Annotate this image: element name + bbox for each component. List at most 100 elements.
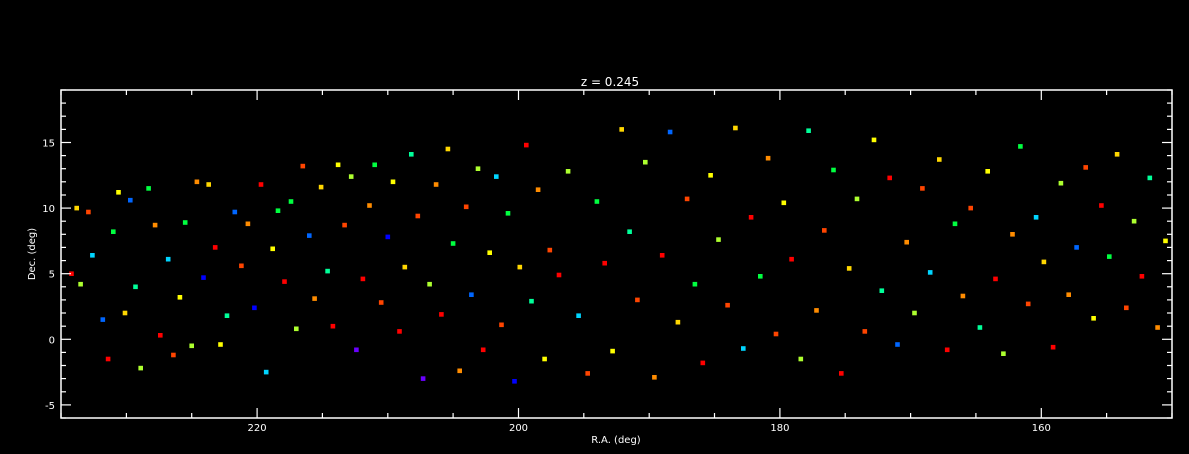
- data-point: [985, 169, 990, 174]
- data-point: [652, 375, 657, 380]
- data-point: [806, 128, 811, 133]
- data-point: [288, 199, 294, 204]
- data-point: [846, 266, 852, 271]
- data-point: [692, 281, 698, 287]
- data-point: [372, 162, 377, 168]
- data-point: [952, 221, 958, 227]
- data-point: [627, 229, 632, 234]
- data-point: [487, 250, 492, 255]
- data-point: [887, 175, 892, 181]
- data-point: [542, 356, 547, 362]
- data-point: [182, 220, 188, 225]
- data-point: [733, 125, 738, 131]
- data-point: [725, 302, 730, 308]
- y-tick-label: 0: [49, 335, 55, 346]
- data-point: [335, 162, 341, 168]
- data-point: [171, 352, 176, 358]
- data-point: [556, 272, 562, 278]
- data-point: [773, 331, 779, 337]
- data-point: [1131, 218, 1137, 224]
- data-point: [146, 186, 151, 191]
- data-point: [494, 174, 499, 179]
- data-point: [602, 260, 607, 266]
- data-point: [445, 146, 451, 152]
- data-point: [263, 369, 269, 375]
- data-point: [1163, 238, 1168, 244]
- y-tick-label: 10: [42, 204, 55, 215]
- data-point: [968, 205, 973, 211]
- data-point: [116, 190, 121, 195]
- data-point: [111, 229, 116, 234]
- data-point: [529, 298, 534, 304]
- data-point: [895, 342, 900, 347]
- points-layer: [69, 125, 1168, 384]
- data-point: [643, 159, 648, 165]
- data-point: [105, 356, 111, 362]
- data-point: [576, 313, 581, 318]
- data-point: [330, 323, 336, 329]
- data-point: [427, 281, 432, 287]
- data-point: [74, 205, 79, 211]
- data-point: [128, 197, 133, 203]
- data-point: [307, 233, 312, 238]
- data-point: [535, 187, 541, 192]
- data-point: [177, 295, 183, 300]
- data-point: [252, 305, 257, 311]
- x-tick-label: 220: [248, 423, 267, 434]
- data-point: [871, 137, 877, 143]
- data-point: [300, 163, 306, 169]
- data-point: [505, 211, 511, 216]
- data-point: [839, 371, 844, 376]
- data-point: [378, 300, 384, 305]
- data-point: [927, 270, 933, 275]
- data-point: [367, 203, 372, 208]
- data-point: [585, 371, 590, 376]
- data-point: [993, 276, 998, 282]
- y-axis-label: Dec. (deg): [27, 228, 38, 280]
- data-point: [1147, 175, 1153, 181]
- data-point: [667, 129, 673, 135]
- data-point: [635, 297, 640, 303]
- data-point: [463, 204, 469, 210]
- data-point: [360, 276, 366, 282]
- data-point: [409, 152, 414, 157]
- data-point: [920, 186, 925, 191]
- data-point: [610, 348, 615, 354]
- data-point: [282, 279, 287, 284]
- data-point: [232, 209, 238, 215]
- data-point: [822, 228, 827, 233]
- data-point: [258, 182, 264, 187]
- y-tick-label: -5: [45, 401, 55, 412]
- data-point: [619, 127, 624, 132]
- data-point: [499, 322, 504, 328]
- x-axis-label: R.A. (deg): [591, 435, 641, 446]
- data-point: [318, 184, 324, 190]
- data-point: [457, 368, 462, 374]
- data-point: [1091, 316, 1096, 321]
- data-point: [312, 296, 317, 301]
- data-point: [765, 155, 771, 161]
- data-point: [433, 182, 439, 187]
- data-point: [912, 310, 917, 316]
- data-point: [480, 347, 486, 353]
- data-point: [420, 376, 426, 381]
- data-point: [524, 142, 529, 148]
- y-tick-label: 15: [42, 139, 55, 150]
- data-point: [138, 365, 143, 371]
- data-point: [397, 329, 402, 334]
- data-point: [1041, 259, 1047, 265]
- data-point: [862, 329, 868, 334]
- data-point: [879, 288, 885, 293]
- data-point: [1155, 325, 1160, 330]
- data-point: [245, 221, 251, 227]
- data-point: [758, 274, 763, 279]
- data-point: [1010, 232, 1015, 237]
- data-point: [781, 200, 787, 206]
- data-point: [1114, 152, 1120, 157]
- data-point: [385, 234, 391, 240]
- data-point: [354, 347, 359, 353]
- data-point: [78, 281, 83, 287]
- data-point: [165, 256, 171, 262]
- data-point: [547, 247, 553, 253]
